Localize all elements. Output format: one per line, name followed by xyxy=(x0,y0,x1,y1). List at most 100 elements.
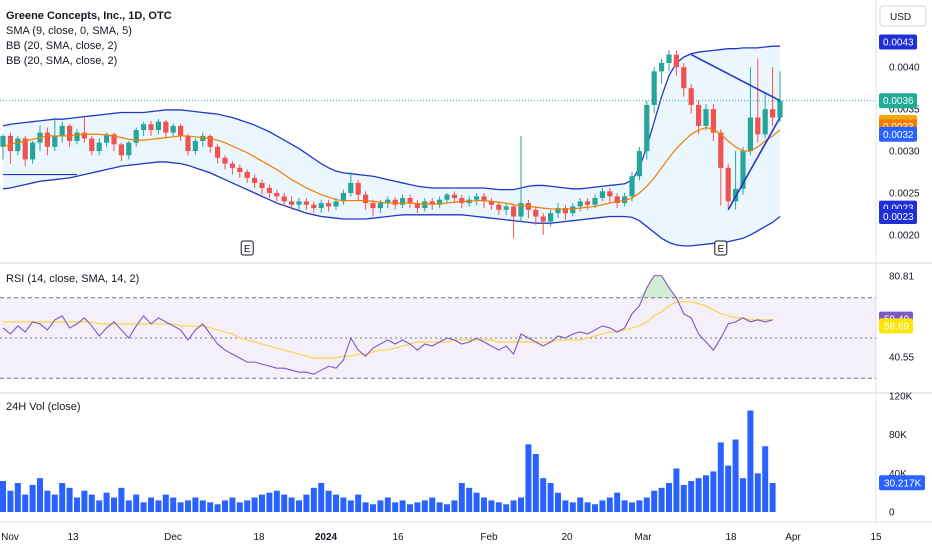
candle-body xyxy=(59,125,65,136)
earnings-marker xyxy=(240,240,254,256)
volume-bar xyxy=(754,473,761,512)
candle-body xyxy=(104,134,110,143)
candle-body xyxy=(414,203,420,209)
candle-body xyxy=(303,201,309,205)
candle-body xyxy=(259,182,265,188)
candle-body xyxy=(67,125,73,141)
volume-bar xyxy=(259,494,265,512)
candle-body xyxy=(710,109,716,133)
candle-body xyxy=(185,135,191,152)
candle-body xyxy=(111,134,117,145)
bb-upper-line xyxy=(2,45,780,191)
candle-body xyxy=(422,201,428,209)
candle-body xyxy=(222,157,228,164)
price-badge xyxy=(879,208,917,224)
candle-body xyxy=(777,100,783,118)
volume-bar xyxy=(59,483,66,512)
price-pane: E E 0.0040 0.0035 0.0030 0.0025 0.0020 USD 0.004… xyxy=(0,5,927,256)
volume-bar xyxy=(436,502,443,512)
volume-bar xyxy=(7,490,14,512)
volume-bar xyxy=(44,490,51,512)
volume-badge xyxy=(879,475,925,491)
candle-body xyxy=(0,135,6,147)
volume-bar xyxy=(592,504,598,512)
volume-bar xyxy=(207,502,214,512)
volume-bar xyxy=(244,500,251,512)
volume-bar xyxy=(562,500,569,512)
time-axis-tick: 13 xyxy=(67,532,79,543)
candle-body xyxy=(496,204,502,210)
candle-body xyxy=(215,146,221,158)
volume-bar xyxy=(717,442,724,512)
volume-bar xyxy=(458,483,465,512)
candle-body xyxy=(644,104,650,152)
rsi-pane-label[interactable]: RSI (14, close, SMA, 14, 2) xyxy=(6,273,140,285)
volume-bar xyxy=(318,483,325,512)
candle-body xyxy=(311,204,317,209)
volume-bar xyxy=(148,497,154,512)
candle-body xyxy=(348,182,354,193)
volume-bar xyxy=(303,494,310,512)
candle-body xyxy=(266,187,272,193)
candle-body xyxy=(451,194,457,199)
candle-body xyxy=(607,191,613,197)
currency-box xyxy=(879,5,927,27)
volume-bar xyxy=(680,484,687,512)
volume-pane-label[interactable]: 24H Vol (close) xyxy=(6,401,81,413)
volume-badge-label: 30.217K xyxy=(884,478,922,489)
volume-bar xyxy=(451,500,458,512)
candle-body xyxy=(296,201,302,205)
legend-bb-1[interactable]: BB (20, SMA, close, 2) xyxy=(6,40,118,52)
candle-body xyxy=(392,199,398,205)
time-axis-tick: 16 xyxy=(392,532,404,543)
candle-body xyxy=(747,117,753,152)
volume-bar xyxy=(185,500,191,512)
candle-body xyxy=(503,206,509,210)
price-axis-tick: 0.0020 xyxy=(889,230,920,241)
candle-body xyxy=(585,201,591,205)
volume-bar xyxy=(651,490,658,512)
volume-bar xyxy=(37,478,43,512)
price-badge-label: 0.0043 xyxy=(883,38,914,49)
volume-bar xyxy=(614,492,621,512)
price-badge-label: 0.0032 xyxy=(883,130,914,141)
candle-body xyxy=(118,144,124,156)
price-badge xyxy=(879,93,917,109)
candle-body xyxy=(740,151,746,189)
volume-bar xyxy=(547,483,554,512)
candle-body xyxy=(511,206,517,217)
volume-bar xyxy=(688,481,695,512)
time-axis-tick: Nov xyxy=(1,532,19,543)
volume-bar xyxy=(444,504,450,512)
candle-body xyxy=(659,62,665,72)
candle-body xyxy=(7,135,13,152)
volume-axis-tick: 0 xyxy=(889,508,895,519)
volume-bar xyxy=(769,483,776,512)
volume-bar xyxy=(532,454,539,512)
volume-bar xyxy=(473,492,480,512)
candle-body xyxy=(673,54,679,68)
earnings-marker-label: E xyxy=(717,244,724,255)
candle-body xyxy=(666,54,672,63)
candle-body xyxy=(252,177,258,183)
candle-body xyxy=(377,203,383,209)
candle-body xyxy=(81,132,87,139)
volume-bar xyxy=(0,481,6,512)
candle-body xyxy=(429,201,435,205)
candle-body xyxy=(207,135,213,147)
price-badge-label: 0.0023 xyxy=(883,212,914,223)
candle-body xyxy=(444,194,450,200)
earnings-marker-label: E xyxy=(244,244,251,255)
candle-body xyxy=(577,201,583,207)
rsi-ma-line xyxy=(3,301,773,359)
volume-bar xyxy=(392,502,399,512)
volume-bar xyxy=(606,497,613,512)
candle-body xyxy=(688,88,694,105)
volume-bar xyxy=(273,490,280,512)
candle-body xyxy=(548,213,554,222)
volume-bar xyxy=(407,504,413,512)
volume-bar xyxy=(74,497,80,512)
legend-sma[interactable]: SMA (9, close, 0, SMA, 5) xyxy=(6,25,132,37)
legend-bb-2[interactable]: BB (20, SMA, close, 2) xyxy=(6,55,118,67)
